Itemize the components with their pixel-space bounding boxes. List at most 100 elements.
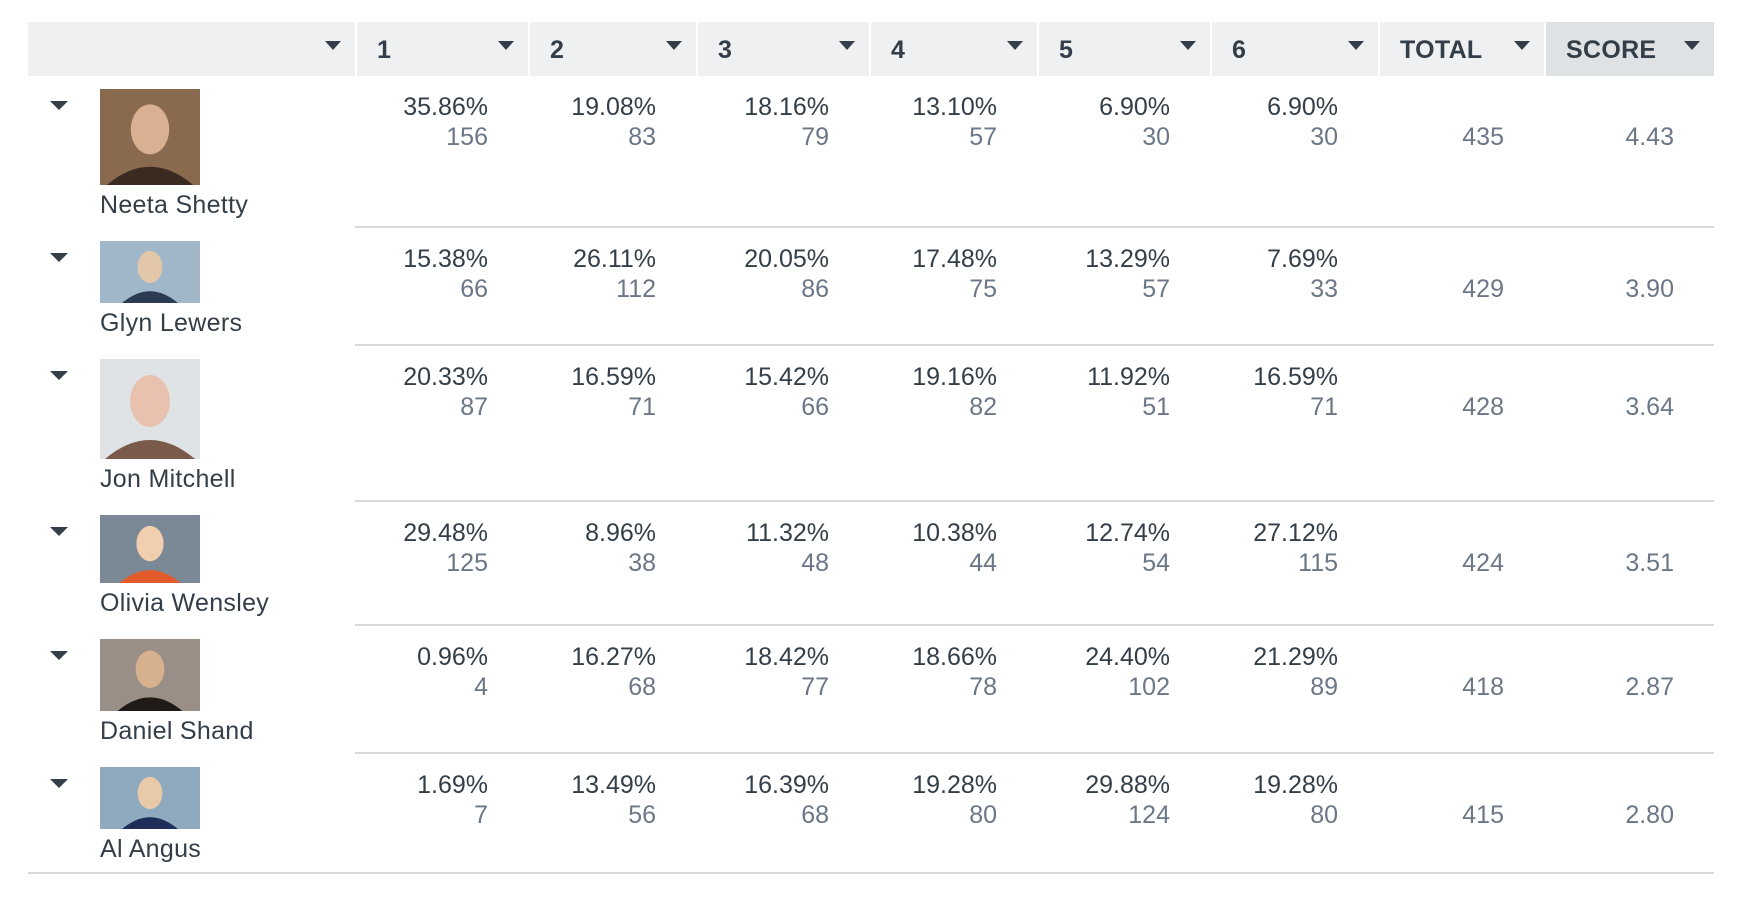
row-data-cells: 35.86% 156 19.08% 83 18.16% 79 13.10% 57 6.90% 30… [355,76,1714,228]
count-value: 89 [1310,673,1338,701]
percent-value: 17.48% [912,245,997,273]
count-value: 125 [446,549,488,577]
percent-value: 24.40% [1085,643,1170,671]
percent-value: 27.12% [1253,519,1338,547]
sort-dropdown-icon[interactable] [498,41,514,50]
sort-dropdown-icon[interactable] [325,41,341,50]
response-cell-5: 29.88% 124 [1037,754,1210,872]
percent-value: 13.49% [571,771,656,799]
table-row: Glyn Lewers 15.38% 66 26.11% 112 20.05% 86 17.4… [28,228,1714,346]
header-total[interactable]: TOTAL [1378,22,1544,76]
table-row: Daniel Shand 0.96% 4 16.27% 68 18.42% 77 18.66%… [28,626,1714,754]
percent-value: 11.92% [1087,363,1170,391]
score-value: 3.90 [1625,275,1674,303]
header-col-4[interactable]: 4 [869,22,1037,76]
total-value: 435 [1462,123,1504,151]
expand-row-icon[interactable] [50,779,68,788]
table-row: Neeta Shetty 35.86% 156 19.08% 83 18.16% 79 13.… [28,76,1714,228]
sort-dropdown-icon[interactable] [666,41,682,50]
row-name-cell: Daniel Shand [28,626,355,754]
count-value: 87 [460,393,488,421]
header-name-column[interactable] [28,22,355,76]
response-cell-1: 15.38% 66 [355,228,528,344]
count-value: 68 [628,673,656,701]
response-cell-4: 17.48% 75 [869,228,1037,344]
person-photo-icon [100,515,200,583]
sort-dropdown-icon[interactable] [1007,41,1023,50]
count-value: 57 [1142,275,1170,303]
header-label: 5 [1059,36,1074,64]
percent-value: 6.90% [1099,93,1170,121]
expand-row-icon[interactable] [50,527,68,536]
response-cell-5: 12.74% 54 [1037,502,1210,624]
expand-row-icon[interactable] [50,651,68,660]
sort-dropdown-icon[interactable] [839,41,855,50]
header-label: SCORE [1566,36,1657,64]
row-name-cell: Jon Mitchell [28,346,355,502]
percent-value: 29.88% [1085,771,1170,799]
count-value: 78 [969,673,997,701]
row-name-cell: Olivia Wensley [28,502,355,626]
sort-dropdown-icon[interactable] [1514,41,1530,50]
response-cell-1: 29.48% 125 [355,502,528,624]
count-value: 75 [969,275,997,303]
total-value: 418 [1462,673,1504,701]
sort-dropdown-icon[interactable] [1684,41,1700,50]
percent-value: 7.69% [1267,245,1338,273]
response-cell-1: 35.86% 156 [355,76,528,226]
count-value: 30 [1142,123,1170,151]
header-score[interactable]: SCORE [1544,22,1714,76]
expand-row-icon[interactable] [50,371,68,380]
count-value: 102 [1128,673,1170,701]
expand-row-icon[interactable] [50,253,68,262]
count-value: 77 [801,673,829,701]
response-cell-6: 6.90% 30 [1210,76,1378,226]
row-name-cell: Neeta Shetty [28,76,355,228]
percent-value: 16.39% [744,771,829,799]
count-value: 30 [1310,123,1338,151]
count-value: 80 [969,801,997,829]
expand-row-icon[interactable] [50,101,68,110]
response-cell-4: 19.16% 82 [869,346,1037,500]
sort-dropdown-icon[interactable] [1180,41,1196,50]
percent-value: 19.28% [912,771,997,799]
sort-dropdown-icon[interactable] [1348,41,1364,50]
header-label: 4 [891,36,906,64]
table-header: 1 2 3 4 5 6 TOTAL SCORE [28,22,1714,76]
count-value: 156 [446,123,488,151]
percent-value: 8.96% [585,519,656,547]
count-value: 44 [969,549,997,577]
row-data-cells: 1.69% 7 13.49% 56 16.39% 68 19.28% 80 29.88% 124 1… [355,754,1714,872]
header-col-1[interactable]: 1 [355,22,528,76]
header-label: 6 [1232,36,1247,64]
person-photo-icon [100,241,200,303]
percent-value: 20.05% [744,245,829,273]
header-col-3[interactable]: 3 [696,22,869,76]
count-value: 48 [801,549,829,577]
response-cell-3: 11.32% 48 [696,502,869,624]
header-label: TOTAL [1400,36,1483,64]
table-row: Jon Mitchell 20.33% 87 16.59% 71 15.42% 66 19.1… [28,346,1714,502]
count-value: 115 [1298,549,1338,577]
percent-value: 20.33% [403,363,488,391]
person-photo-icon [100,767,200,829]
count-value: 7 [474,801,488,829]
count-value: 68 [801,801,829,829]
person-name: Olivia Wensley [100,589,270,617]
total-value: 415 [1462,801,1504,829]
header-col-2[interactable]: 2 [528,22,696,76]
count-value: 86 [801,275,829,303]
person-name: Neeta Shetty [100,191,249,219]
header-col-6[interactable]: 6 [1210,22,1378,76]
header-col-5[interactable]: 5 [1037,22,1210,76]
response-cell-2: 16.59% 71 [528,346,696,500]
row-data-cells: 29.48% 125 8.96% 38 11.32% 48 10.38% 44 12.74% 54… [355,502,1714,626]
percent-value: 13.10% [912,93,997,121]
row-data-cells: 0.96% 4 16.27% 68 18.42% 77 18.66% 78 24.40% 102 2… [355,626,1714,754]
count-value: 4 [474,673,488,701]
percent-value: 26.11% [573,245,656,273]
person-name: Daniel Shand [100,717,254,745]
percent-value: 15.42% [744,363,829,391]
response-cell-5: 6.90% 30 [1037,76,1210,226]
response-cell-1: 1.69% 7 [355,754,528,872]
